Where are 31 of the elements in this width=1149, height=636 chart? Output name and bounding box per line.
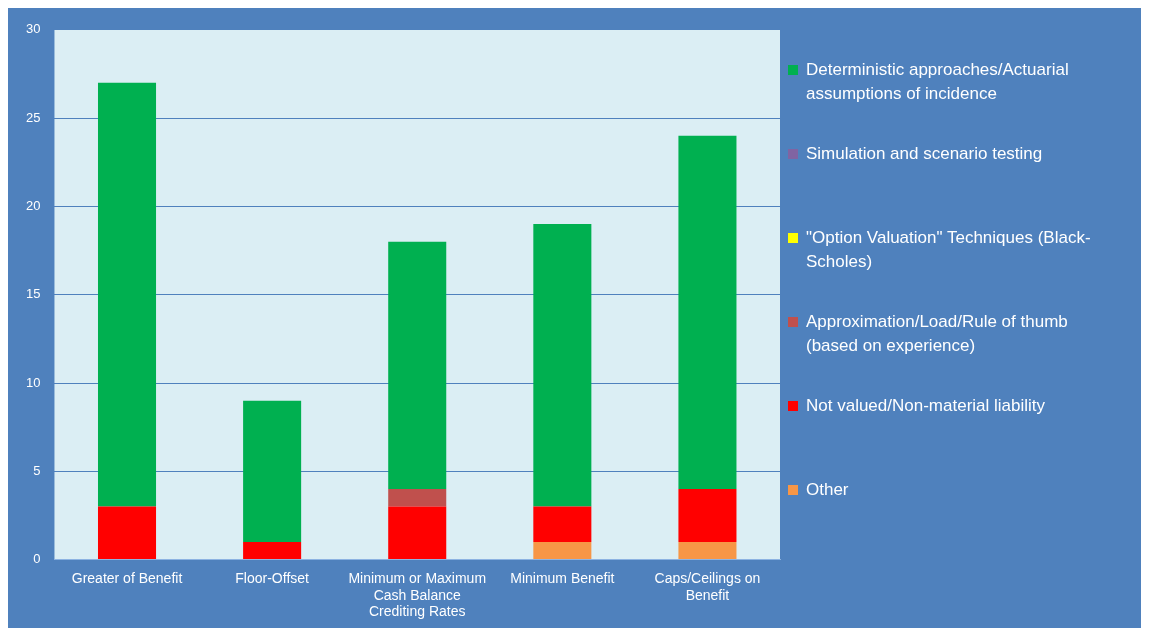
bar — [243, 541, 302, 560]
bar — [243, 400, 302, 542]
bar — [533, 541, 592, 560]
y-tick-label: 0 — [33, 551, 41, 567]
y-tick-label: 5 — [33, 462, 41, 478]
x-tick-label: Greater of Benefit — [71, 569, 183, 586]
legend-label: Approximation/Load/Rule of thumb (based on experience) — [806, 311, 1069, 357]
legend-label: "Option Valuation" Techniques (Black-Scholes) — [806, 227, 1092, 273]
legend-label: Simulation and scenario testing — [806, 143, 1044, 165]
y-tick-label: 20 — [25, 197, 41, 213]
legend-label: Deterministic approaches/Actuarial assumptions of incidence — [806, 59, 1070, 105]
bar — [388, 241, 447, 489]
x-tick-label: Caps/Ceilings on Benefit — [654, 569, 761, 603]
bar — [388, 488, 447, 507]
bar — [533, 224, 592, 507]
bar — [388, 506, 447, 560]
bar — [97, 506, 157, 560]
x-tick-label: Floor-Offset — [235, 569, 310, 586]
bar — [678, 135, 737, 489]
bar — [533, 506, 592, 542]
y-tick-label: 10 — [25, 374, 41, 390]
legend-label: Other — [806, 479, 850, 501]
bar — [678, 488, 737, 542]
y-tick-label: 15 — [25, 286, 41, 302]
y-tick-label: 30 — [25, 21, 41, 37]
x-tick-label: Minimum Benefit — [510, 569, 615, 586]
bar — [678, 541, 737, 560]
x-tick-label: Minimum or Maximum Cash Balance Crediting Rates — [348, 569, 487, 620]
bar — [97, 82, 157, 507]
legend-label: Not valued/Non-material liability — [806, 395, 1047, 417]
y-tick-label: 25 — [25, 109, 41, 125]
